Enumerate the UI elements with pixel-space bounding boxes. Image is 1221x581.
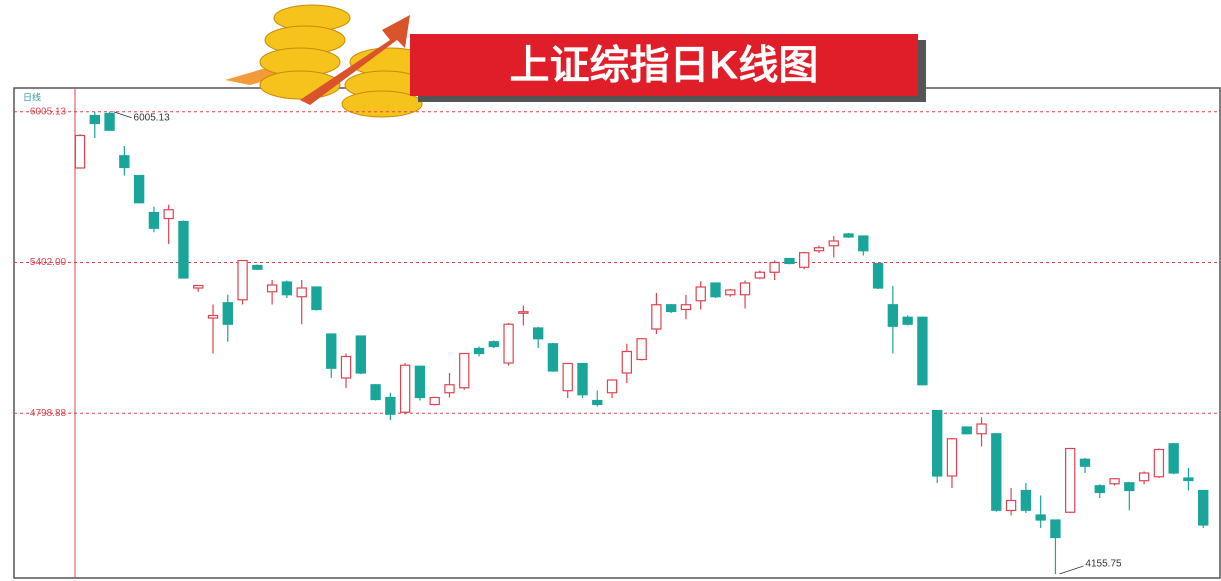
y-tick-label: 5402.00 <box>30 257 67 268</box>
candle-body <box>651 304 662 330</box>
candle-body <box>399 364 411 413</box>
candle-body <box>946 438 958 477</box>
banner <box>410 34 918 96</box>
candle-body <box>119 155 130 169</box>
candle-body <box>1050 519 1061 539</box>
candle-body <box>976 423 987 435</box>
candle-body <box>858 235 869 252</box>
candle-body <box>695 286 706 302</box>
candle-body <box>1138 472 1150 482</box>
candle-body <box>843 233 854 238</box>
candle-body <box>1183 477 1194 482</box>
candle-body <box>1065 447 1076 513</box>
candle-body <box>532 327 544 340</box>
candle-body <box>665 304 677 313</box>
candle-body <box>385 396 396 415</box>
candle-body <box>1198 489 1209 526</box>
y-tick-label: 6005.13 <box>30 106 67 117</box>
candle-body <box>902 316 913 325</box>
candle-body <box>414 365 426 399</box>
candle-body <box>340 355 352 379</box>
candle-body <box>1109 478 1120 485</box>
candle-body <box>784 257 795 265</box>
candle-body <box>577 362 588 396</box>
candle-body <box>237 259 248 301</box>
candle-body <box>163 209 174 220</box>
candle-body <box>1020 489 1032 511</box>
candle-body <box>1124 482 1135 492</box>
candle-body <box>74 134 86 169</box>
candle-body <box>178 220 189 279</box>
candle-body <box>606 379 618 394</box>
candle-body <box>311 286 322 311</box>
candle-body <box>503 323 514 364</box>
candle-body <box>104 112 115 131</box>
candle-body <box>459 352 470 389</box>
y-tick-label: 4798.88 <box>30 408 67 419</box>
candle-body <box>828 240 839 247</box>
candle-body <box>813 247 825 252</box>
candle-body <box>518 311 529 314</box>
candle-body <box>872 262 884 289</box>
candle-body <box>592 399 603 406</box>
candle-body <box>488 341 499 348</box>
candle-body <box>991 433 1002 511</box>
candle-body <box>193 284 204 289</box>
candle-body <box>1035 514 1046 521</box>
annotation: 4155.75 <box>1085 559 1122 570</box>
candle-body <box>252 264 263 270</box>
annotation-leader <box>1059 565 1084 575</box>
candle-body <box>370 384 381 401</box>
candle-body <box>621 350 633 374</box>
candle-body <box>148 211 160 229</box>
plot-frame <box>13 87 1221 579</box>
candle-body <box>207 314 219 319</box>
candle-body <box>1168 443 1179 474</box>
candle-body <box>473 347 485 355</box>
candle-body <box>355 335 366 374</box>
candle-body <box>562 362 573 392</box>
chart-title: 上证综指日K线图 <box>510 44 819 88</box>
candle-body <box>680 304 692 311</box>
axis-label: 日线 <box>23 91 41 102</box>
candle-body <box>725 289 736 296</box>
candle-body <box>281 281 293 296</box>
candle-body <box>1005 499 1017 512</box>
candle-body <box>754 271 766 279</box>
candle-body <box>769 261 780 273</box>
candle-body <box>739 282 751 296</box>
candle-body <box>222 302 233 325</box>
candle-body <box>799 252 810 268</box>
candle-body <box>1094 485 1105 494</box>
candle-body <box>887 304 899 327</box>
candle-body <box>429 396 440 406</box>
candle-body <box>547 343 559 372</box>
candle-body <box>1153 448 1165 478</box>
candle-body <box>1079 458 1091 467</box>
candle-body <box>917 316 928 386</box>
annotation: 6005.13 <box>134 112 171 123</box>
candle-body <box>961 426 972 435</box>
candle-body <box>932 409 943 477</box>
candle-body <box>89 114 100 125</box>
candle-body <box>636 338 647 361</box>
candle-body <box>266 284 278 293</box>
candle-body <box>326 333 337 369</box>
candle-body <box>133 174 145 204</box>
candle-body <box>296 287 307 298</box>
annotation-leader <box>113 111 132 119</box>
candle-body <box>444 384 455 394</box>
candle-body <box>710 282 721 298</box>
